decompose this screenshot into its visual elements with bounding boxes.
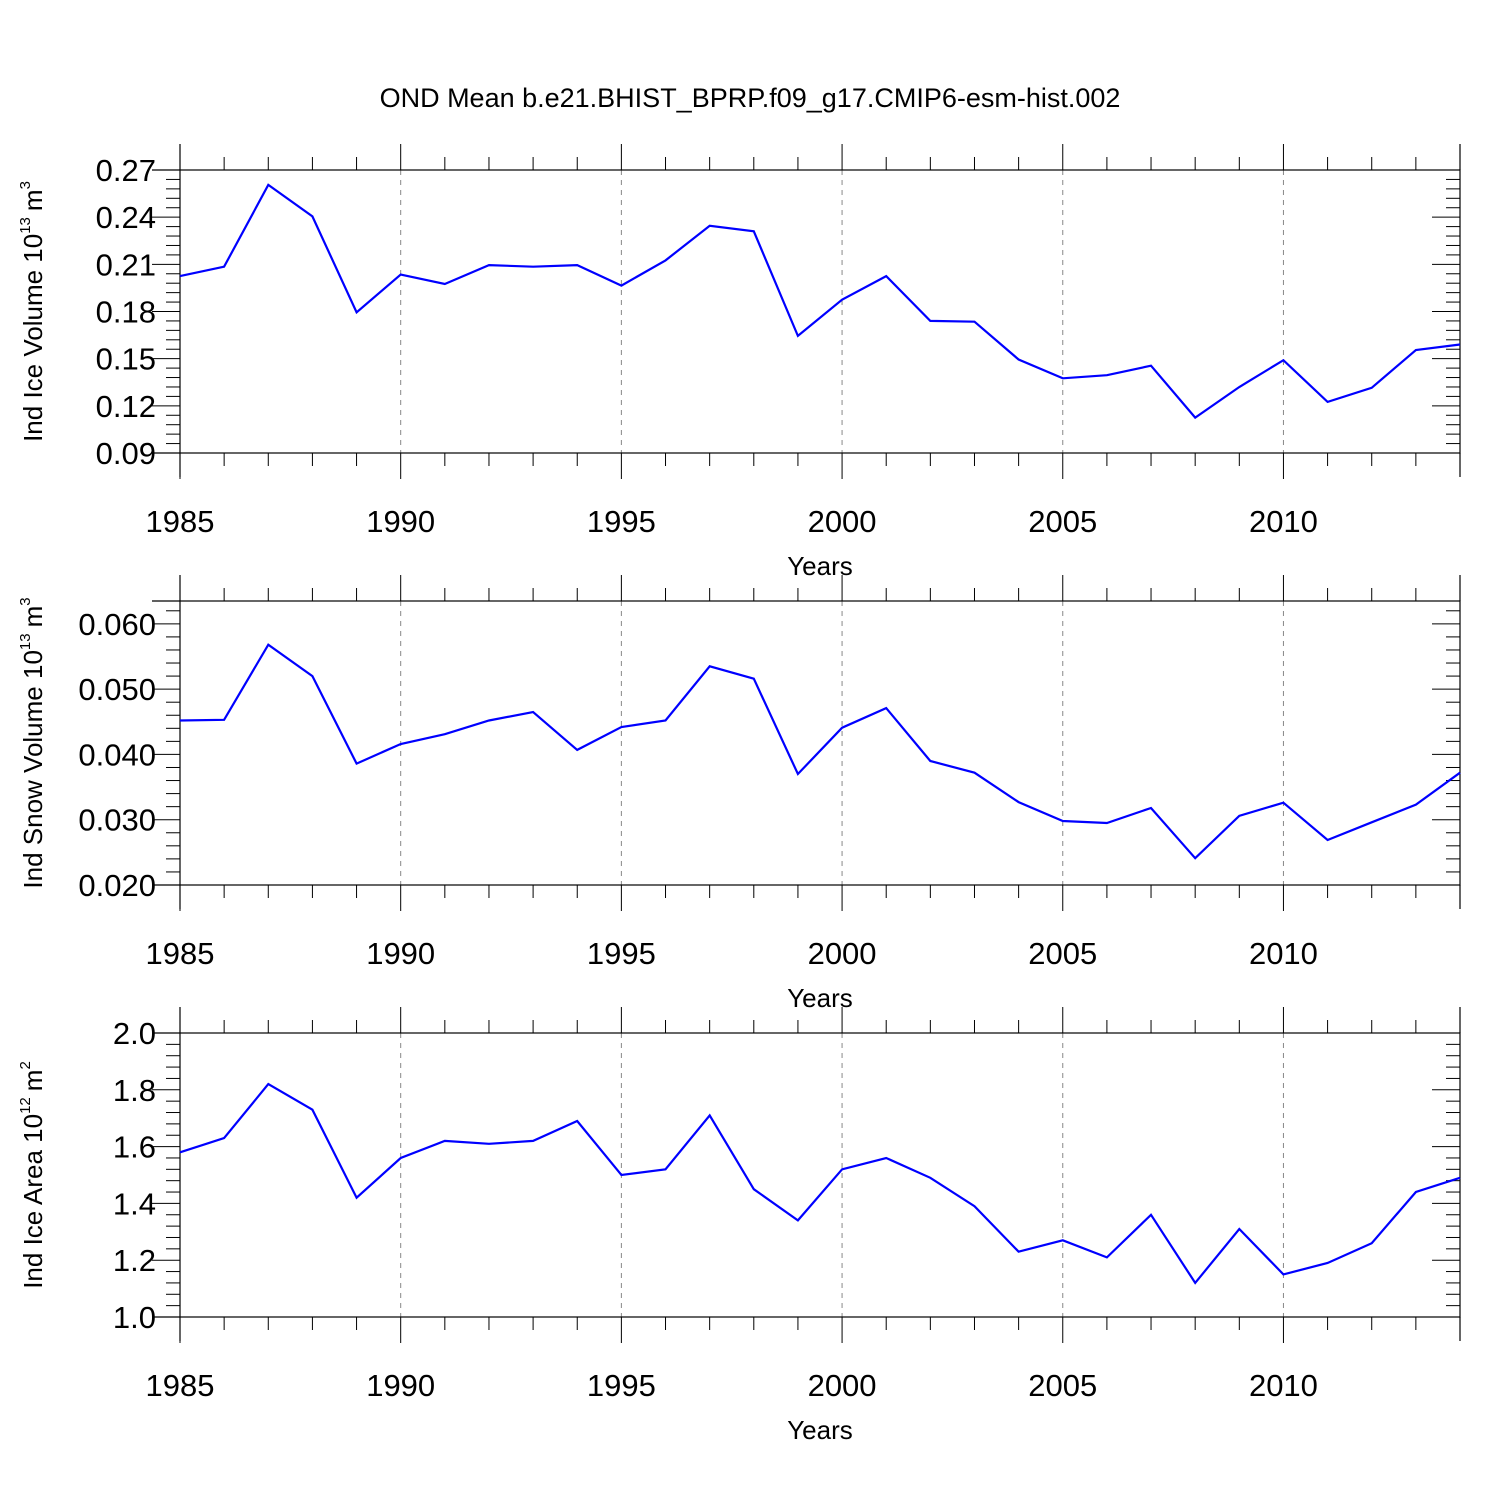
y-tick-label: 1.2 [113,1243,156,1278]
series-line [179,1082,1461,1285]
chart-panels: 0.09 0.12 0.15 0.18 0.21 0.24 0.27 1985 1990 1995… [17,144,1461,1445]
x-tick-label: 1990 [366,504,435,539]
x-axis-title: Years [787,1415,853,1445]
panel-2: 0.020 0.030 0.040 0.050 0.060 1985 1990 1995 200… [17,575,1461,1013]
y-axis-title-text: Ind Ice Volume 10 [18,234,48,442]
y-tick-label: 0.060 [78,607,156,642]
y-tick-label: 1.8 [113,1073,156,1108]
x-tick-label: 1995 [587,1368,656,1403]
y-axis-title: Ind Snow Volume 1013 m3 [17,597,48,888]
x-tick-label: 2000 [808,936,877,971]
x-tick-label: 1995 [587,936,656,971]
x-tick-label: 2010 [1249,1368,1318,1403]
y-tick-label: 0.050 [78,672,156,707]
x-tick-label: 2000 [808,1368,877,1403]
y-axis-title-unit-exponent: 2 [17,1061,34,1069]
x-tick-label: 1990 [366,1368,435,1403]
x-tick-label: 1995 [587,504,656,539]
series-line [179,183,1461,420]
y-axis-title-text: Ind Snow Volume 10 [18,650,48,889]
x-axis-title: Years [787,551,853,581]
x-tick-label: 2005 [1028,504,1097,539]
x-tick-label: 2005 [1028,936,1097,971]
y-tick-label: 0.030 [78,803,156,838]
plot-frame [179,1032,1461,1318]
y-tick-label: 0.09 [96,436,156,471]
chart-title: OND Mean b.e21.BHIST_BPRP.f09_g17.CMIP6-… [380,83,1121,113]
y-tick-label: 0.18 [96,295,156,330]
y-tick-label: 0.020 [78,868,156,903]
plot-frame [179,169,1461,454]
y-tick-label: 1.4 [113,1186,156,1221]
y-tick-label: 0.15 [96,342,156,377]
x-axis-title: Years [787,983,853,1013]
x-tick-label: 2010 [1249,936,1318,971]
y-axis-title: Ind Ice Area 1012 m2 [17,1061,48,1289]
x-tick-label: 1985 [146,936,215,971]
panel-1: 0.09 0.12 0.15 0.18 0.21 0.24 0.27 1985 1990 1995… [17,144,1461,581]
y-tick-label: 2.0 [113,1016,156,1051]
x-tick-label: 1990 [366,936,435,971]
y-axis-title: Ind Ice Volume 1013 m3 [17,181,48,442]
x-tick-label: 2010 [1249,504,1318,539]
y-axis-title-unit-exponent: 3 [17,181,34,189]
panel-3: 1.0 1.2 1.4 1.6 1.8 2.0 1985 1990 1995 2000 2005 20… [17,1007,1461,1445]
y-tick-label: 0.27 [96,153,156,188]
y-axis-title-exponent: 13 [17,217,34,234]
y-tick-label: 0.24 [96,200,156,235]
x-tick-label: 2000 [808,504,877,539]
y-tick-label: 1.0 [113,1300,156,1335]
y-axis-title-exponent: 12 [17,1097,34,1114]
y-axis-title-text: Ind Ice Area 10 [18,1114,48,1289]
x-tick-label: 1985 [146,1368,215,1403]
x-tick-label: 2005 [1028,1368,1097,1403]
y-tick-label: 0.040 [78,737,156,772]
y-tick-label: 0.12 [96,389,156,424]
y-axis-title-unit: m [18,1070,48,1092]
y-tick-label: 0.21 [96,247,156,282]
y-axis-title-unit: m [18,606,48,628]
y-axis-title-unit-exponent: 3 [17,597,34,605]
plot-frame [179,600,1461,886]
x-tick-label: 1985 [146,504,215,539]
y-axis-title-unit: m [18,189,48,211]
y-axis-title-exponent: 13 [17,633,34,650]
y-tick-label: 1.6 [113,1130,156,1165]
series-line [179,643,1461,860]
